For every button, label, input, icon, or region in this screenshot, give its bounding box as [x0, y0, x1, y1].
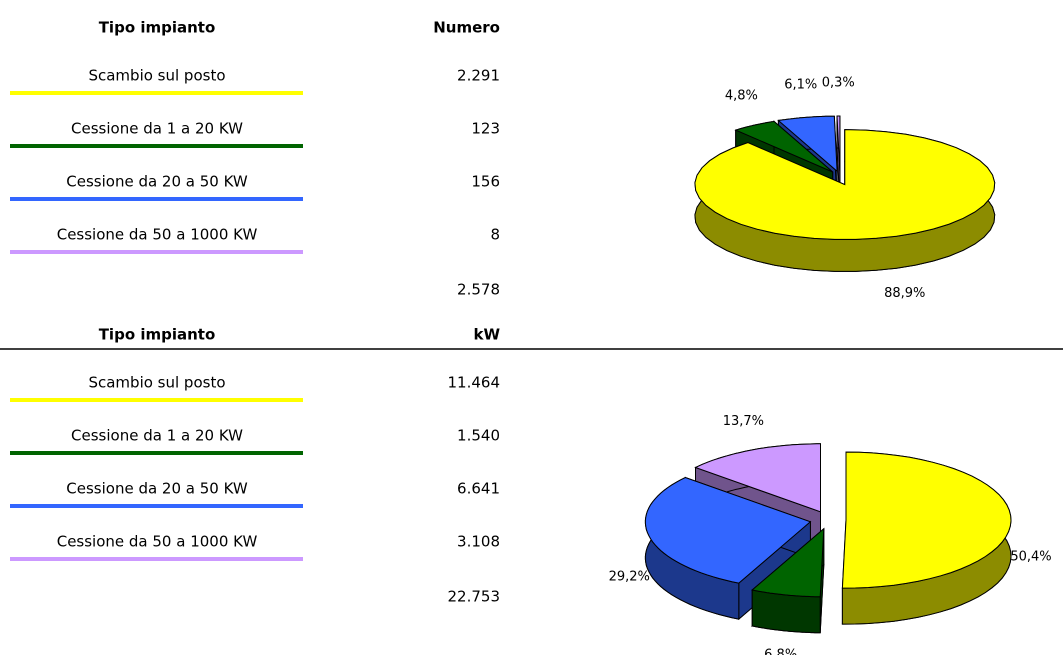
row-label: Cessione da 50 a 1000 KW: [57, 226, 258, 244]
legend-underline: [10, 557, 303, 561]
legend-underline: [10, 250, 303, 254]
legend-underline: [10, 91, 303, 95]
total: 2.578: [457, 281, 500, 299]
slice: [734, 120, 834, 173]
slice-label: 6,1%: [784, 77, 817, 92]
slice-label: 13,7%: [723, 414, 764, 429]
legend-underline: [10, 451, 303, 455]
row-value: 3.108: [457, 533, 500, 551]
slice-label: 6,8%: [764, 648, 797, 655]
row-value: 6.641: [457, 480, 500, 498]
row-label: Cessione da 1 a 20 KW: [71, 120, 243, 138]
slice-label: 0,3%: [822, 76, 855, 91]
header: kW: [473, 326, 500, 344]
row-value: 156: [471, 173, 500, 191]
row-value: 11.464: [448, 374, 501, 392]
legend-underline: [10, 504, 303, 508]
row-value: 123: [471, 120, 500, 138]
slice-label: 88,9%: [884, 286, 925, 301]
slice: [841, 451, 1012, 589]
slice-label: 50,4%: [1010, 550, 1051, 565]
header: Numero: [433, 19, 500, 37]
row-label: Scambio sul posto: [88, 67, 225, 85]
row-value: 8: [490, 226, 500, 244]
slice: [694, 129, 996, 240]
total: 22.753: [448, 588, 501, 606]
legend-underline: [10, 144, 303, 148]
header: Tipo impianto: [99, 19, 216, 37]
row-label: Cessione da 20 a 50 KW: [66, 173, 248, 191]
row-value: 1.540: [457, 427, 500, 445]
slice: [694, 443, 821, 513]
legend-underline: [10, 197, 303, 201]
slice: [836, 115, 841, 172]
slice: [777, 115, 838, 173]
legend-underline: [10, 398, 303, 402]
row-label: Scambio sul posto: [88, 374, 225, 392]
row-value: 2.291: [457, 67, 500, 85]
row-label: Cessione da 50 a 1000 KW: [57, 533, 258, 551]
header: Tipo impianto: [99, 326, 216, 344]
row-label: Cessione da 20 a 50 KW: [66, 480, 248, 498]
slice-label: 29,2%: [609, 569, 650, 584]
row-label: Cessione da 1 a 20 KW: [71, 427, 243, 445]
slice: [751, 527, 825, 598]
slice: [644, 476, 812, 584]
slice-label: 4,8%: [725, 89, 758, 104]
